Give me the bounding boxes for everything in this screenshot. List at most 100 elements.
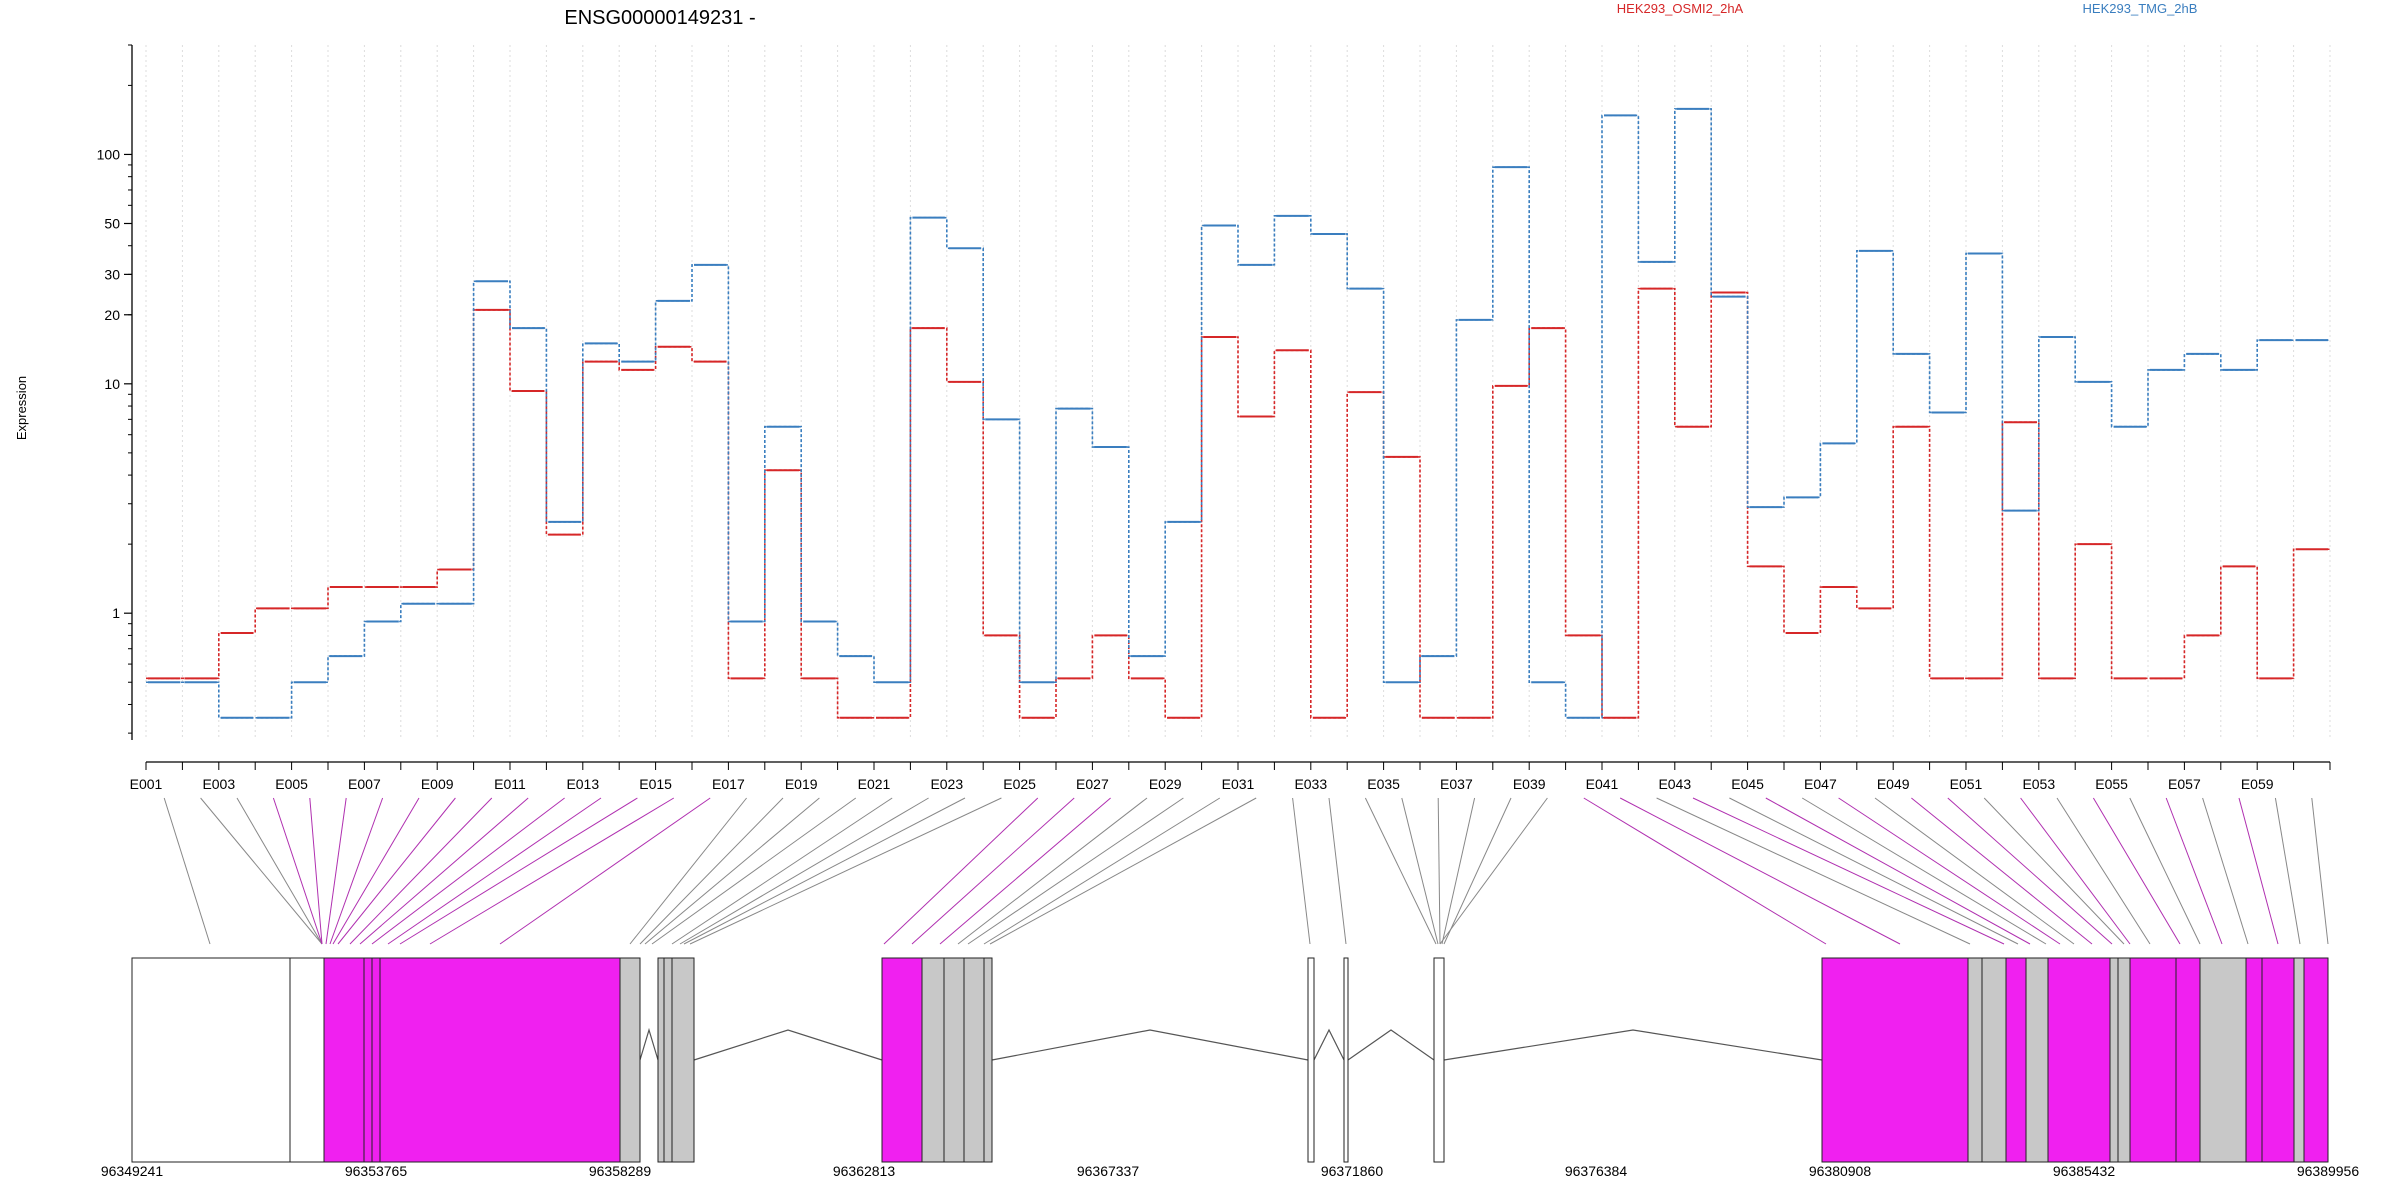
y-tick-label: 50 [104, 215, 120, 231]
connector-line [1437, 797, 1441, 945]
connector-line [1292, 797, 1311, 945]
connector-line [1692, 797, 2005, 945]
exon-box [671, 957, 695, 1163]
connector-line [639, 797, 784, 945]
connector-line [2092, 797, 2181, 945]
connector-line [679, 797, 929, 945]
connector-line [309, 797, 323, 945]
exon-box [2303, 957, 2329, 1163]
connector-line [651, 797, 857, 945]
x-tick-label: E055 [2095, 776, 2128, 792]
connector-line [689, 797, 1002, 945]
connector-line [1874, 797, 2075, 945]
x-tick-label: E035 [1367, 776, 1400, 792]
exon-box [1433, 957, 1445, 1163]
exon-box [363, 957, 373, 1163]
connector-line [1656, 797, 1971, 945]
connector-line [1947, 797, 2113, 945]
exon-box [1821, 957, 1969, 1163]
x-tick-label: E051 [1950, 776, 1983, 792]
x-tick-label: E033 [1294, 776, 1327, 792]
coordinate-label: 96376384 [1565, 1163, 1628, 1179]
x-tick-label: E025 [1003, 776, 1036, 792]
connector-line [349, 797, 493, 945]
connector-line [2274, 797, 2301, 945]
intron-line [693, 1029, 883, 1061]
exon-box [1967, 957, 1983, 1163]
y-tick-label: 30 [104, 266, 120, 282]
gene-model: 96349241 96353765 96358289 96362813 96367337… [101, 957, 2360, 1179]
exon-box [1981, 957, 2007, 1163]
x-tick-label: E053 [2022, 776, 2055, 792]
coordinate-label: 96367337 [1077, 1163, 1140, 1179]
coordinate-label: 96389956 [2297, 1163, 2360, 1179]
intron-line [1313, 1028, 1345, 1061]
y-tick-label: 10 [104, 376, 120, 392]
x-tick-label: E001 [130, 776, 163, 792]
connector-line [272, 797, 323, 945]
connector-line [1439, 797, 1548, 945]
x-tick-label: E027 [1076, 776, 1109, 792]
intron-line [639, 1027, 659, 1061]
connector-line [1441, 797, 1476, 945]
connector-line [1801, 797, 2047, 945]
connector-line [967, 797, 1184, 945]
x-tick-label: E043 [1658, 776, 1691, 792]
legend-series-1: HEK293_OSMI2_2hA [1617, 1, 1744, 16]
series-1 [146, 287, 2330, 719]
connector-line [1838, 797, 2061, 945]
connector-line [2020, 797, 2131, 945]
x-tick-label: E023 [930, 776, 963, 792]
exon-box [1343, 957, 1349, 1163]
connector-line [1443, 797, 1512, 945]
exon-box [2025, 957, 2049, 1163]
connector-line [989, 797, 1257, 945]
connector-line [337, 797, 456, 945]
connector-line [332, 797, 420, 945]
connector-line [163, 797, 211, 945]
x-tick-label: E003 [202, 776, 235, 792]
exon-box [2261, 957, 2295, 1163]
exon-box [663, 957, 673, 1163]
x-tick-label: E037 [1440, 776, 1473, 792]
x-tick-label: E059 [2241, 776, 2274, 792]
connector-line [629, 797, 747, 945]
x-tick-label: E007 [348, 776, 381, 792]
exon-box [619, 957, 641, 1163]
connector-line [387, 797, 602, 945]
connector-line [1328, 797, 1347, 945]
connector-line [429, 797, 675, 945]
connector-line [1401, 797, 1439, 945]
exon-box [131, 957, 291, 1163]
x-tick-label: E031 [1222, 776, 1255, 792]
connector-line [2129, 797, 2201, 945]
exon-box [323, 957, 365, 1163]
exon-box [881, 957, 923, 1163]
intron-line [991, 1029, 1309, 1061]
connector-line [1729, 797, 2019, 945]
connector-line [329, 797, 384, 945]
connector-line [2202, 797, 2249, 945]
connector-line [499, 797, 711, 945]
exon-box [2117, 957, 2131, 1163]
coordinate-label: 96380908 [1809, 1163, 1872, 1179]
connector-line [883, 797, 1039, 945]
exon-box [2129, 957, 2177, 1163]
exon-box [371, 957, 381, 1163]
x-tick-label: E039 [1513, 776, 1546, 792]
connector-line [1583, 797, 1827, 945]
connector-line [983, 797, 1221, 945]
connector-line [2056, 797, 2151, 945]
exon-box [2005, 957, 2027, 1163]
connector-line [939, 797, 1111, 945]
coordinate-label: 96385432 [2053, 1163, 2116, 1179]
x-tick-label: E047 [1804, 776, 1837, 792]
coordinate-label: 96353765 [345, 1163, 408, 1179]
coordinate-label: 96349241 [101, 1163, 164, 1179]
connector-line [1619, 797, 1901, 945]
exon-box [963, 957, 985, 1163]
x-tick-label: E057 [2168, 776, 2201, 792]
connector-line [1765, 797, 2031, 945]
y-tick-label: 100 [97, 146, 121, 162]
